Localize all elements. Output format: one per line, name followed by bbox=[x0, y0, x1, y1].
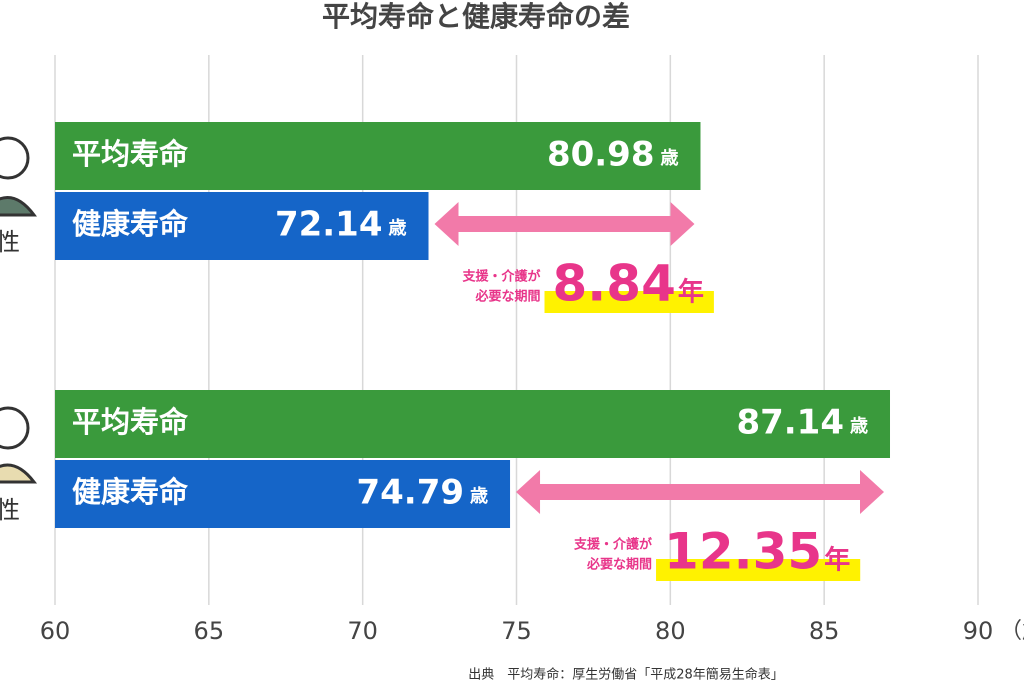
chart-title: 平均寿命と健康寿命の差 bbox=[322, 0, 630, 33]
highlight bbox=[656, 559, 861, 581]
gap-caption: 必要な期間 bbox=[586, 557, 652, 573]
gap-arrow bbox=[516, 470, 885, 514]
value-unit: 歳 bbox=[389, 218, 407, 239]
x-axis-label: （歳 bbox=[1000, 619, 1024, 644]
x-tick-label: 75 bbox=[501, 617, 532, 645]
highlight bbox=[544, 291, 714, 313]
value-label: 74.79 bbox=[356, 473, 464, 513]
bar bbox=[55, 390, 891, 458]
bar-series-name: 平均寿命 bbox=[72, 137, 189, 171]
x-tick-label: 70 bbox=[347, 617, 378, 645]
gap-unit: 年 bbox=[678, 277, 704, 308]
gap-value: 8.84 bbox=[553, 255, 676, 313]
bar bbox=[55, 192, 429, 260]
x-tick-label: 60 bbox=[40, 617, 71, 645]
x-tick-label: 85 bbox=[809, 617, 840, 645]
bar-series-name: 平均寿命 bbox=[72, 405, 189, 439]
group-label: 性 bbox=[0, 228, 20, 256]
value-label: 87.14 bbox=[736, 403, 844, 443]
value-label: 72.14 bbox=[275, 205, 383, 245]
bar bbox=[55, 122, 701, 190]
bar bbox=[55, 460, 511, 528]
x-tick-label: 80 bbox=[655, 617, 686, 645]
person-icon bbox=[0, 136, 38, 484]
bar-series-name: 健康寿命 bbox=[72, 207, 189, 241]
value-unit: 歳 bbox=[470, 486, 488, 507]
bar-series-name: 健康寿命 bbox=[72, 475, 189, 509]
gap-arrow bbox=[434, 202, 695, 246]
x-tick-label: 65 bbox=[194, 617, 225, 645]
group-label: 性 bbox=[0, 496, 20, 524]
gap-caption: 必要な期間 bbox=[474, 289, 540, 305]
gap-value: 12.35 bbox=[664, 523, 822, 581]
gap-caption: 支援・介護が bbox=[461, 269, 540, 285]
value-unit: 歳 bbox=[850, 416, 868, 437]
gap-caption: 支援・介護が bbox=[573, 537, 652, 553]
value-label: 80.98 bbox=[547, 135, 655, 175]
value-unit: 歳 bbox=[660, 148, 678, 169]
x-tick-label: 90 bbox=[963, 617, 994, 645]
gap-unit: 年 bbox=[824, 545, 850, 576]
source: 出典 平均寿命：厚生労働省「平成28年簡易生命表」 bbox=[468, 667, 784, 683]
